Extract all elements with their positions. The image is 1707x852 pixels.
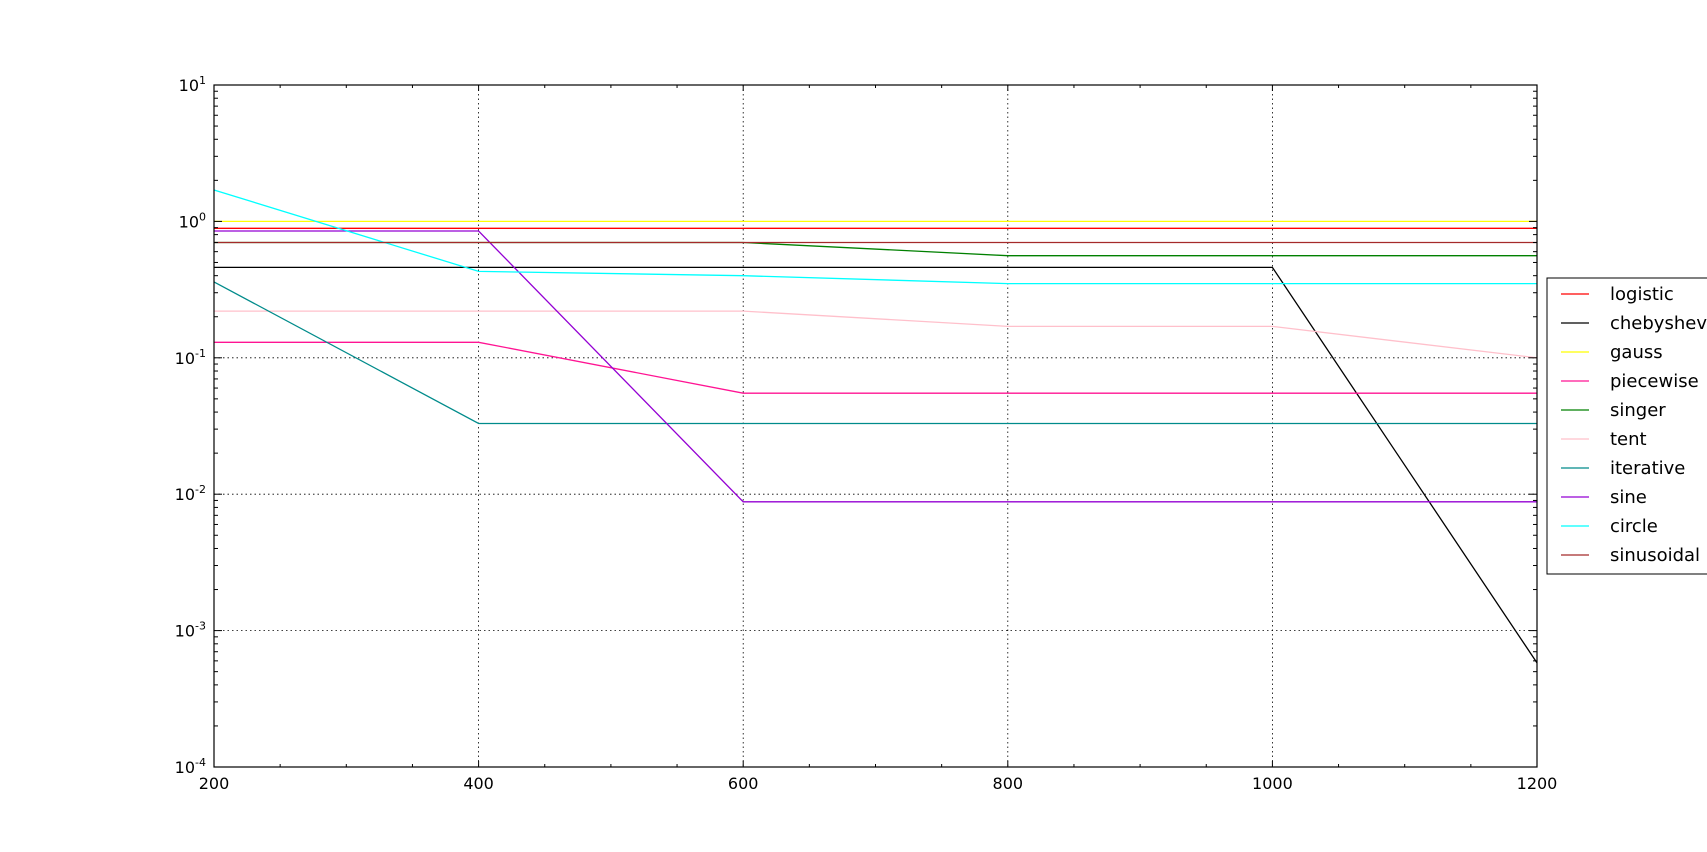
y-tick-label: 10-4	[175, 756, 206, 777]
legend-label-tent: tent	[1610, 429, 1647, 450]
legend-label-logistic: logistic	[1610, 284, 1674, 305]
y-tick-base: 10	[175, 485, 195, 504]
x-tick-label: 1000	[1252, 774, 1293, 793]
legend-label-sinusoidal: sinusoidal	[1610, 545, 1700, 566]
y-tick-base: 10	[179, 76, 199, 95]
axis-tick-labels: 200 400 600 800 1000 120010110010-110-210-310…	[175, 74, 1558, 793]
x-tick-label: 1200	[1517, 774, 1558, 793]
legend-label-iterative: iterative	[1610, 458, 1685, 479]
series-line-piecewise	[214, 341, 1537, 394]
series-line-tent	[214, 310, 1538, 359]
y-tick-label: 10-3	[175, 620, 206, 641]
x-tick-label: 200	[199, 774, 230, 793]
legend: logistic chebyshev gauss piecewise singer ten…	[1546, 277, 1707, 575]
series-line-singer	[214, 241, 1537, 257]
legend-box	[1546, 277, 1707, 575]
y-tick-exponent: 1	[199, 74, 206, 87]
y-tick-base: 10	[179, 212, 199, 231]
y-tick-label: 100	[179, 210, 206, 231]
x-tick-label: 400	[463, 774, 494, 793]
y-tick-label: 10-1	[175, 347, 206, 368]
legend-label-gauss: gauss	[1610, 342, 1663, 363]
legend-label-singer: singer	[1610, 400, 1666, 421]
y-tick-exponent: -4	[195, 756, 206, 769]
y-tick-exponent: 0	[199, 210, 206, 223]
x-tick-label: 600	[728, 774, 759, 793]
series-line-chebyshev	[214, 266, 1538, 664]
y-tick-base: 10	[175, 622, 195, 641]
series-line-circle	[213, 189, 1537, 285]
series-lines	[213, 189, 1538, 664]
legend-label-sine: sine	[1610, 487, 1647, 508]
y-tick-label: 10-2	[175, 483, 206, 504]
y-tick-exponent: -3	[195, 620, 206, 633]
y-tick-label: 101	[179, 74, 206, 95]
legend-label-piecewise: piecewise	[1610, 371, 1699, 392]
plot-area-frame	[213, 84, 1538, 768]
x-tick-label: 800	[993, 774, 1024, 793]
y-tick-exponent: -1	[195, 347, 206, 360]
y-tick-base: 10	[175, 349, 195, 368]
series-line-sine	[214, 230, 1537, 503]
y-tick-exponent: -2	[195, 483, 206, 496]
axis-ticks	[213, 84, 1538, 768]
legend-label-chebyshev: chebyshev	[1610, 313, 1707, 334]
grid-lines	[214, 85, 1537, 767]
series-line-iterative	[213, 281, 1537, 425]
legend-label-circle: circle	[1610, 516, 1658, 537]
y-tick-base: 10	[175, 758, 195, 777]
